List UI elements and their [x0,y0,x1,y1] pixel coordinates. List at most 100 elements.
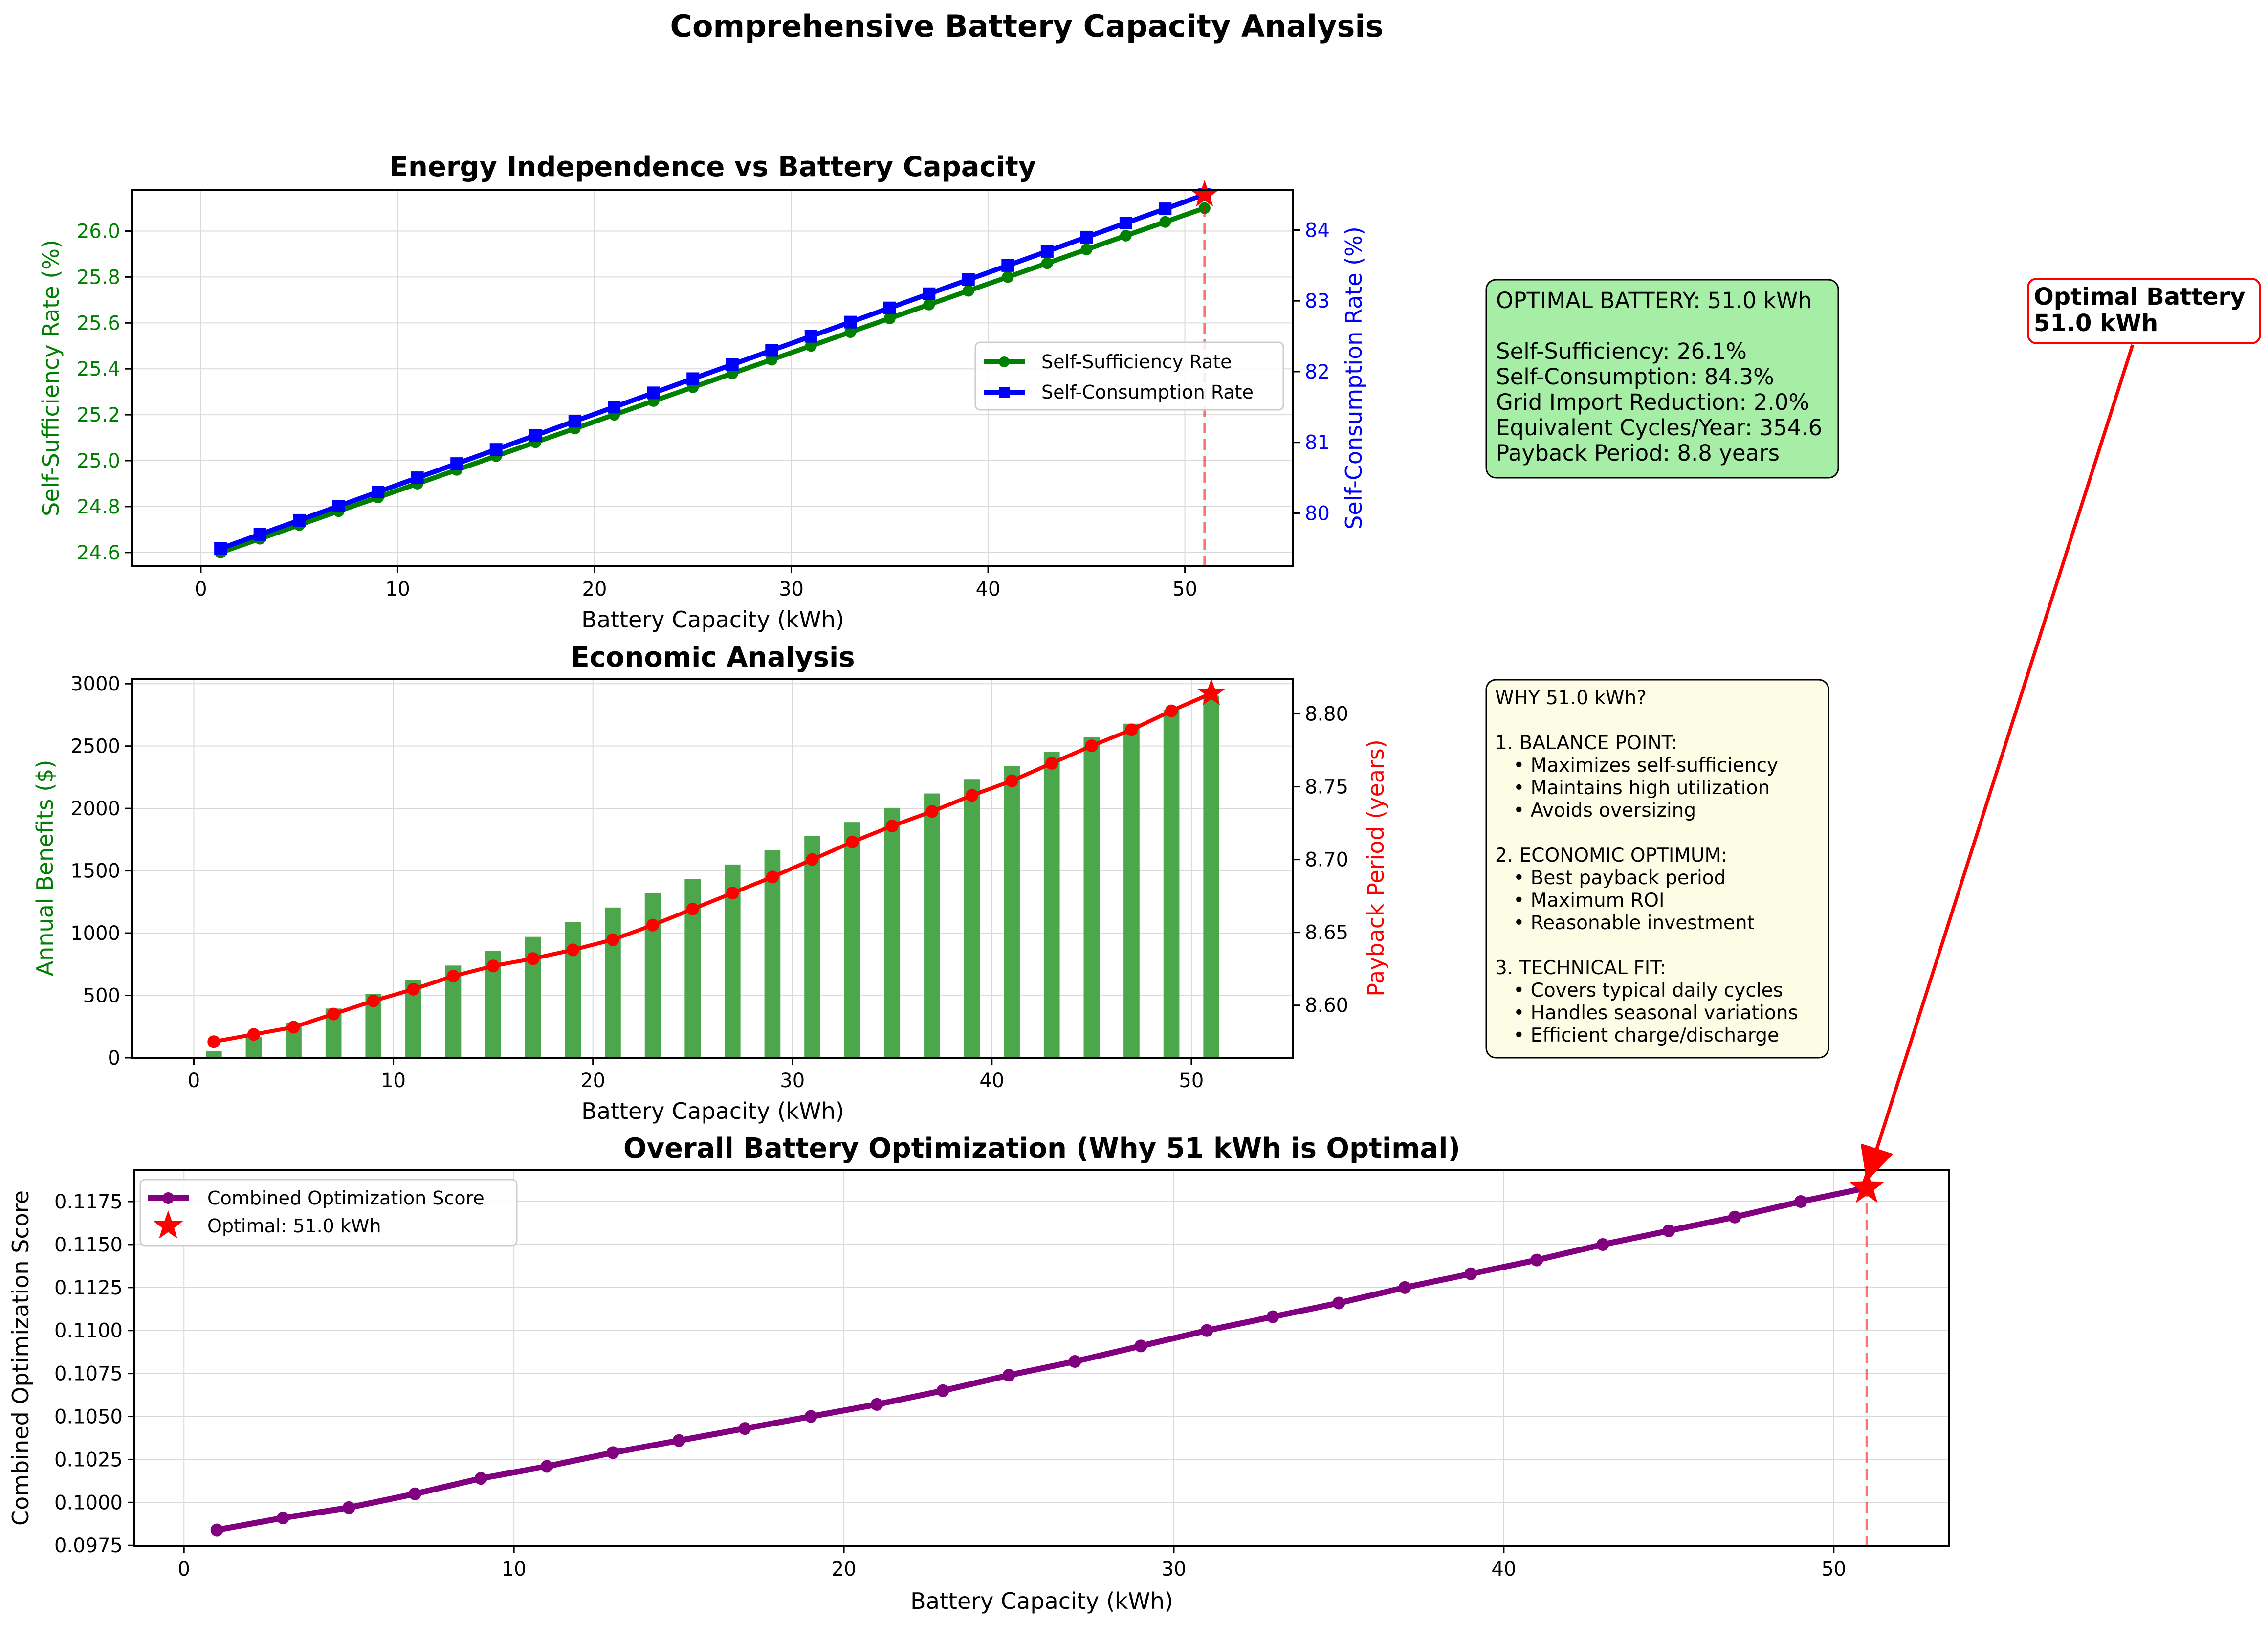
panel3-ticks: 0 10 20 30 40 50 0.0975 0.1000 0.1025 0.1050 0.107… [54,1191,1846,1581]
ytick-right-label: 8.65 [1305,922,1348,944]
xtick-label: 10 [385,578,410,601]
point-self-sufficiency [1120,229,1132,242]
text-line: • Best payback period [1495,867,1726,889]
bar-annual-benefit [1163,710,1180,1058]
panel1-frame [131,189,1294,567]
point-self-consumption [1040,245,1054,258]
legend-label-self-consumption: Self-Consumption Rate [1041,381,1254,403]
point-combined-score [408,1487,421,1500]
ytick-label: 24.8 [77,496,120,518]
text-line: Payback Period: 8.8 years [1496,440,1780,466]
ytick-label: 0.1025 [54,1448,123,1471]
point-combined-score [1596,1238,1609,1251]
point-payback [1085,739,1098,753]
ytick-label: 0.1075 [54,1363,123,1385]
bar-annual-benefit [1123,723,1140,1058]
point-self-sufficiency [805,340,817,352]
panel1-title: Energy Independence vs Battery Capacity [390,151,1036,183]
text-line [1495,822,1501,844]
panel3-legend-frame [139,1179,518,1247]
panel1-xlabel: Battery Capacity (kWh) [581,606,844,633]
why-51-kwh-text: WHY 51.0 kWh? 1. BALANCE POINT: • Maximi… [1495,687,1798,1047]
point-payback [447,970,460,983]
ytick-label: 0.1000 [54,1492,123,1514]
panel2-title: Economic Analysis [571,642,855,673]
point-self-consumption [765,344,778,357]
point-combined-score [342,1501,355,1514]
text-line: • Handles seasonal variations [1495,1002,1798,1024]
point-combined-score [1464,1267,1477,1280]
ytick-right-label: 8.75 [1305,776,1348,799]
panel-economic-analysis: Economic Analysis 0 10 20 30 40 5005001000150… [32,642,1389,1124]
point-combined-score [936,1384,949,1397]
point-self-consumption [962,273,975,286]
point-combined-score [738,1422,751,1435]
point-self-consumption [883,301,896,314]
legend-label-optimal: Optimal: 51.0 kWh [207,1215,381,1237]
figure-title: Comprehensive Battery Capacity Analysis [670,8,1383,44]
bar-annual-benefit [605,907,621,1058]
point-combined-score [474,1472,487,1485]
panel2-ylabel-right: Payback Period (years) [1363,739,1389,997]
point-payback [965,789,978,802]
xtick-label: 30 [779,578,804,601]
point-payback [1165,704,1178,717]
panel-overall-optimization: Overall Battery Optimization (Why 51 kWh… [7,1133,1950,1614]
bar-annual-benefit [644,893,661,1058]
panel2-ylabel: Annual Benefits ($) [32,760,58,977]
panel3-xlabel: Battery Capacity (kWh) [910,1588,1173,1614]
point-payback [806,853,819,866]
xtick-label: 20 [580,1069,605,1092]
bar-annual-benefit [964,779,980,1058]
point-combined-score [1068,1355,1081,1368]
ytick-label: 1500 [70,860,120,883]
panel3-plot [210,1169,1885,1546]
ytick-right-label: 80 [1305,502,1330,525]
point-self-consumption [1080,230,1093,244]
bar-annual-benefit [565,922,581,1058]
point-combined-score [804,1410,817,1423]
legend-marker-combined-score [162,1192,174,1204]
text-line: • Reasonable investment [1495,912,1755,934]
text-line: 1. BALANCE POINT: [1495,732,1677,754]
point-self-consumption [293,513,306,527]
panel3-frame [133,1169,1950,1547]
point-self-sufficiency [1159,216,1171,228]
text-line: • Maintains high utilization [1495,777,1770,799]
point-self-consumption [332,499,345,512]
panel1-legend-frame [974,341,1284,411]
point-self-sufficiency [844,326,857,338]
point-self-consumption [923,287,936,300]
point-payback [287,1021,300,1034]
xtick-label: 0 [188,1069,200,1092]
xtick-label: 10 [502,1558,527,1581]
text-line: Grid Import Reduction: 2.0% [1496,389,1809,415]
legend-marker-optimal-star [153,1210,183,1239]
point-self-sufficiency [1002,271,1014,283]
bar-annual-benefit [1083,737,1100,1058]
text-line: OPTIMAL BATTERY: 51.0 kWh [1496,288,1812,313]
bar-annual-benefit [1004,766,1020,1058]
point-self-consumption [844,315,857,329]
why-51-kwh-frame [1485,679,1829,1059]
point-self-sufficiency [962,285,974,297]
optimal-summary-box: OPTIMAL BATTERY: 51.0 kWh Self-Sufficien… [1485,279,1839,479]
point-payback [486,959,500,973]
ytick-label: 0.0975 [54,1535,123,1557]
ytick-label: 0.1125 [54,1277,123,1299]
ytick-label: 26.0 [77,221,120,243]
legend-marker-self-sufficiency [999,356,1010,367]
legend-label-combined-score: Combined Optimization Score [207,1187,484,1209]
point-payback [686,902,699,915]
point-payback [646,918,660,932]
annotation-frame [2027,278,2261,344]
text-line: Equivalent Cycles/Year: 354.6 [1496,415,1822,441]
ytick-label: 1000 [70,922,120,945]
xtick-label: 0 [178,1558,190,1581]
point-payback [527,952,540,965]
ytick-label: 0.1175 [54,1191,123,1213]
ytick-label: 2000 [70,798,120,820]
legend-marker-self-consumption [999,387,1010,398]
point-combined-score [1794,1195,1807,1208]
point-payback [207,1035,220,1048]
